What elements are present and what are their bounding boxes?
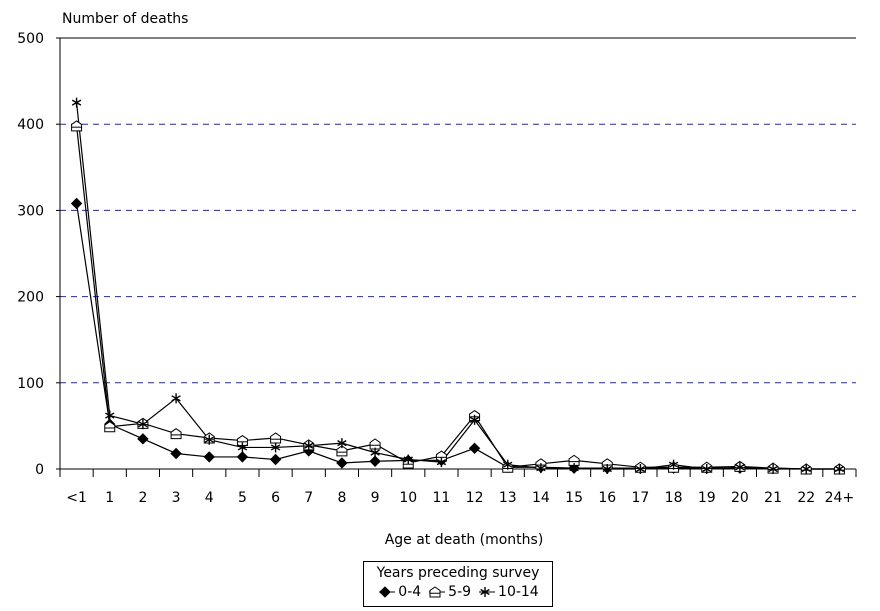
data-point-10-14 bbox=[304, 440, 314, 451]
x-tick-label: 4 bbox=[205, 490, 214, 506]
data-point-10-14 bbox=[105, 410, 115, 421]
legend-label: 0-4 bbox=[398, 584, 422, 600]
axes bbox=[56, 37, 856, 477]
x-tick-label: 6 bbox=[271, 490, 280, 506]
x-tick-label: 22 bbox=[797, 490, 815, 506]
y-tick-label: 400 bbox=[17, 117, 44, 133]
x-tick-label: 13 bbox=[499, 490, 517, 506]
x-tick-label: 1 bbox=[105, 490, 114, 506]
data-point-10-14 bbox=[370, 447, 380, 458]
data-point-10-14 bbox=[270, 442, 281, 453]
x-tick-label: 21 bbox=[764, 490, 782, 506]
data-point-10-14 bbox=[768, 464, 778, 474]
x-axis-label: Age at death (months) bbox=[385, 532, 544, 548]
x-tick-label: 24+ bbox=[825, 490, 855, 506]
data-point-10-14 bbox=[204, 434, 214, 445]
x-tick-label: 20 bbox=[731, 490, 749, 506]
data-point-10-14 bbox=[635, 464, 646, 474]
data-point-5-9 bbox=[170, 428, 182, 440]
data-point-0-4 bbox=[269, 453, 282, 466]
y-tick-label: 100 bbox=[17, 376, 44, 392]
data-point-10-14 bbox=[834, 464, 845, 474]
x-axis-ticks: <1 1 2 3 4 5 6 7 8 9 10 11 12 13 14 15 16 17 18 19 20 21 22 24+ bbox=[59, 469, 857, 506]
x-tick-label: 8 bbox=[337, 490, 346, 506]
data-point-10-14 bbox=[536, 463, 546, 474]
x-tick-label: 11 bbox=[433, 490, 451, 506]
data-point-0-4 bbox=[236, 451, 249, 463]
data-point-10-14 bbox=[702, 464, 712, 474]
series-layer bbox=[70, 97, 846, 475]
y-tick-label: 200 bbox=[17, 290, 44, 306]
x-tick-label: 5 bbox=[238, 490, 247, 506]
legend-items: 0-4 5-9 10-14 bbox=[364, 584, 552, 600]
series-line-0-4 bbox=[75, 203, 840, 470]
y-tick-label: 500 bbox=[17, 31, 44, 47]
data-point-10-14 bbox=[569, 463, 579, 474]
data-point-10-14 bbox=[469, 414, 480, 425]
x-tick-label: 7 bbox=[304, 490, 313, 506]
data-point-10-14 bbox=[436, 457, 447, 468]
data-point-0-4 bbox=[369, 455, 381, 467]
legend-label: 5-9 bbox=[448, 584, 472, 600]
legend-item-5-9: 5-9 bbox=[427, 584, 471, 600]
y-tick-label: 300 bbox=[17, 203, 44, 219]
data-point-0-4 bbox=[70, 197, 83, 210]
legend-item-0-4: 0-4 bbox=[377, 584, 421, 600]
x-tick-label: 9 bbox=[371, 490, 380, 506]
series-line-10-14 bbox=[75, 102, 840, 470]
y-axis-label: Number of deaths bbox=[62, 11, 188, 27]
x-tick-label: 2 bbox=[138, 490, 147, 506]
legend-marker-10-14 bbox=[479, 587, 496, 597]
data-point-0-4 bbox=[336, 457, 348, 469]
x-tick-label: 14 bbox=[532, 490, 550, 506]
data-point-10-14 bbox=[735, 462, 745, 473]
data-point-10-14 bbox=[71, 97, 82, 108]
data-point-0-4 bbox=[137, 433, 149, 445]
y-axis-ticks: 0 100 200 300 400 500 bbox=[17, 31, 60, 478]
data-point-0-4 bbox=[468, 442, 481, 455]
legend-title: Years preceding survey bbox=[376, 565, 540, 581]
data-point-10-14 bbox=[237, 442, 248, 453]
data-point-0-4 bbox=[170, 447, 182, 460]
legend: Years preceding survey 0-4 5-9 10-14 bbox=[363, 561, 553, 607]
data-point-10-14 bbox=[171, 393, 181, 404]
data-point-10-14 bbox=[337, 438, 347, 449]
legend-label: 10-14 bbox=[498, 584, 539, 600]
x-tick-label: 10 bbox=[399, 490, 417, 506]
x-tick-label: 15 bbox=[565, 490, 583, 506]
x-tick-label: 12 bbox=[466, 490, 484, 506]
data-point-5-9 bbox=[236, 434, 248, 447]
x-tick-label: 3 bbox=[172, 490, 181, 506]
data-point-10-14 bbox=[503, 459, 513, 470]
data-point-10-14 bbox=[403, 454, 413, 465]
x-tick-label: 17 bbox=[632, 490, 650, 506]
x-tick-label: <1 bbox=[66, 490, 87, 506]
x-tick-label: 18 bbox=[665, 490, 683, 506]
data-point-5-9 bbox=[369, 438, 381, 450]
data-point-10-14 bbox=[668, 459, 679, 470]
series-line-5-9 bbox=[75, 125, 840, 470]
legend-item-10-14: 10-14 bbox=[477, 584, 539, 600]
data-point-5-9 bbox=[104, 421, 116, 433]
data-point-10-14 bbox=[801, 464, 811, 474]
x-tick-label: 16 bbox=[598, 490, 616, 506]
data-point-10-14 bbox=[138, 419, 148, 430]
legend-marker-5-9 bbox=[429, 586, 446, 598]
data-point-0-4 bbox=[203, 451, 215, 463]
data-point-10-14 bbox=[602, 464, 612, 474]
gridlines bbox=[60, 123, 856, 384]
legend-marker-0-4 bbox=[379, 586, 396, 598]
y-tick-label: 0 bbox=[35, 462, 44, 478]
x-tick-label: 19 bbox=[698, 490, 716, 506]
data-point-5-9 bbox=[71, 120, 83, 132]
data-point-5-9 bbox=[270, 432, 282, 444]
data-point-5-9 bbox=[336, 445, 348, 457]
